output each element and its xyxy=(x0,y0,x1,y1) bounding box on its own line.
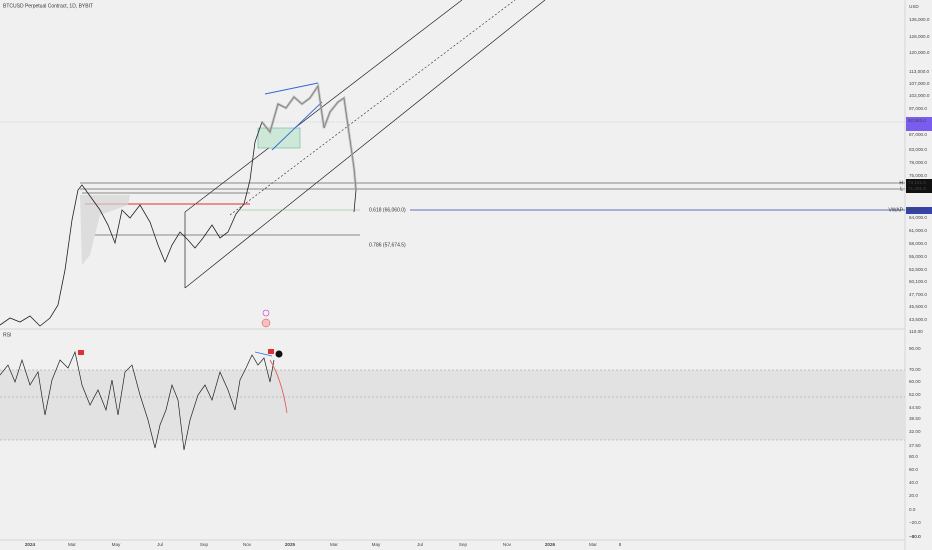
price-tick-label: 55,000.0 xyxy=(909,254,927,259)
chart-title: BTCUSD Perpetual Contract, 1D, BYBIT xyxy=(3,3,93,9)
rsi-tick-label: −20.0 xyxy=(909,520,921,525)
price-tick-label: 83,000.0 xyxy=(909,147,927,152)
badge-tag: L xyxy=(900,186,903,192)
current-badge xyxy=(906,117,932,131)
channel-top xyxy=(184,0,463,213)
price-tick-label: 64,000.0 xyxy=(909,215,927,220)
time-tick-label: 2026 xyxy=(545,542,556,547)
time-tick-label: 2025 xyxy=(285,542,296,547)
rsi-tick-label: 60.0 xyxy=(909,467,918,472)
channel-mid xyxy=(229,0,516,216)
rsi-tick-label: 20.0 xyxy=(909,493,918,498)
currency: USD xyxy=(909,4,919,9)
price-tick-label: 43,500.0 xyxy=(909,317,927,322)
rsi-tick-label: −60.0 xyxy=(909,534,921,539)
rsi-tick-label: 40.0 xyxy=(909,480,918,485)
time-tick-label: Nov xyxy=(503,542,512,547)
icon xyxy=(275,350,283,358)
price-tick-label: 113,000.0 xyxy=(909,69,930,74)
rsi-tick-label: 44.50 xyxy=(909,405,921,410)
time-tick-label: Jul xyxy=(157,542,163,547)
rsi-tick-label: 80.0 xyxy=(909,454,918,459)
rsi-tick-label: 27.50 xyxy=(909,443,921,448)
price-badge: 71,401.0 xyxy=(908,186,926,191)
vwap-badge xyxy=(906,207,932,214)
price-tick-label: 128,000.0 xyxy=(909,34,930,39)
price-tick-label: 87,000.0 xyxy=(909,132,927,137)
rsi-tick-label: 90.00 xyxy=(909,346,921,351)
icon xyxy=(261,318,271,328)
price-tick-label: 45,500.0 xyxy=(909,304,927,309)
time-tick-label: Nov xyxy=(243,542,252,547)
rsi-series xyxy=(0,350,275,451)
rsi-tick-label: −40.0 xyxy=(909,534,921,539)
rsi-tick-label: 70.00 xyxy=(909,367,921,372)
pane-label: RSI xyxy=(3,332,11,338)
price-badge: 73,151.0 xyxy=(908,180,926,185)
rsi-tick-label: 38.50 xyxy=(909,416,921,421)
time-tick-label: 2024 xyxy=(25,542,36,547)
price-tick-label: 107,000.0 xyxy=(909,81,930,86)
arrow xyxy=(269,359,288,414)
price-tick-label: 78,000.0 xyxy=(909,160,927,165)
rsi-tick-label: 52.00 xyxy=(909,392,921,397)
price-tick-label: 61,000.0 xyxy=(909,228,927,233)
trendline xyxy=(264,82,319,95)
rsi-tick-label: 0.0 xyxy=(909,507,916,512)
price-tick-label: 58,000.0 xyxy=(909,241,927,246)
flag xyxy=(268,349,274,354)
channel-bottom xyxy=(184,0,546,289)
price-tick-label: 75,000.0 xyxy=(909,173,927,178)
icon xyxy=(262,309,270,317)
high-badge xyxy=(906,179,932,186)
trendline xyxy=(271,101,323,151)
time-tick-label: Mar xyxy=(589,542,597,547)
time-tick-label: Mar xyxy=(68,542,76,547)
recent-candles xyxy=(261,82,358,191)
price-tick-label: 120,000.0 xyxy=(909,50,930,55)
rsi-divergence xyxy=(254,351,273,357)
time-tick-label: Mar xyxy=(330,542,338,547)
price-tick-label: 102,000.0 xyxy=(909,93,930,98)
price-tick-label: 97,000.0 xyxy=(909,106,927,111)
price-tick-label: 47,700.0 xyxy=(909,292,927,297)
price-badge: 66,847.7 xyxy=(908,207,926,212)
price-tick-label: 136,000.0 xyxy=(909,17,930,22)
volume-profile xyxy=(80,195,130,265)
badge-tag: H xyxy=(899,180,903,186)
rsi-tick-label: 60.00 xyxy=(909,379,921,384)
rsi-tick-label: 32.00 xyxy=(909,429,921,434)
time-tick-label: 8 xyxy=(619,542,622,547)
flag xyxy=(78,350,84,355)
badge-tag: VWAP xyxy=(888,207,903,213)
price-badge: 92,553.0 xyxy=(908,118,926,123)
rsi-band xyxy=(0,370,905,440)
price-tick-label: 52,500.0 xyxy=(909,267,927,272)
time-tick-label: Jul xyxy=(417,542,423,547)
low-badge xyxy=(906,186,932,193)
fib-label: 0.786 (57,674.5) xyxy=(369,242,406,248)
time-tick-label: Sep xyxy=(459,542,468,547)
fib-label: 0.618 (66,060.0) xyxy=(369,207,406,213)
time-tick-label: Sep xyxy=(200,542,209,547)
zone-box xyxy=(257,127,301,149)
time-tick-label: May xyxy=(112,542,121,547)
rsi-tick-label: 110.00 xyxy=(909,329,923,334)
price-tick-label: 50,100.0 xyxy=(909,279,927,284)
time-tick-label: May xyxy=(372,542,381,547)
